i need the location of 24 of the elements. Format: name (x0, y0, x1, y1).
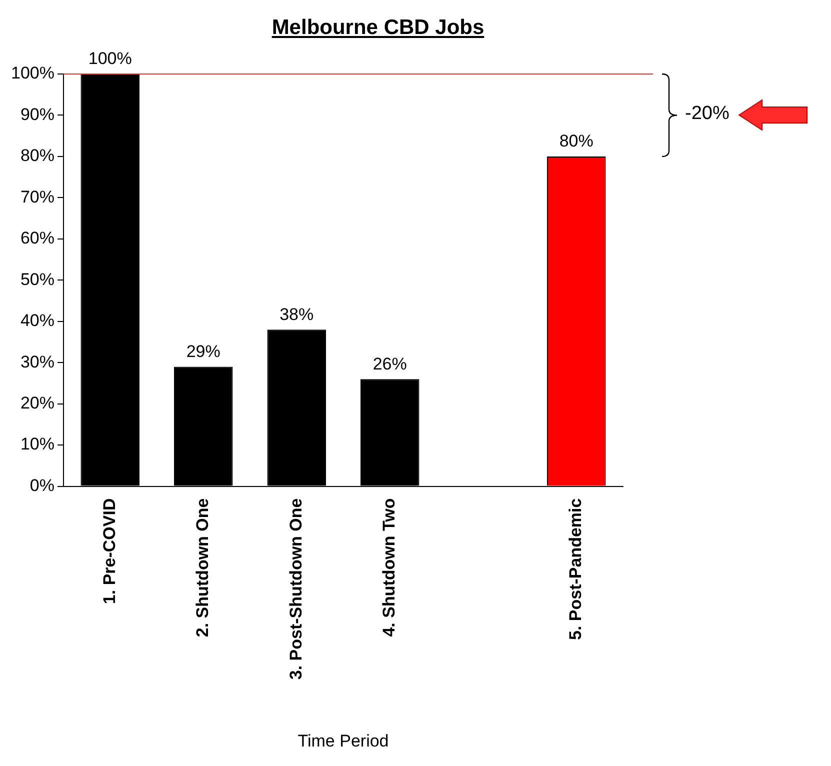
data-label: 26% (372, 354, 407, 374)
y-tick-label: 10% (20, 434, 54, 454)
data-label: 100% (88, 49, 132, 68)
y-tick-label: 0% (30, 476, 54, 495)
y-tick-label: 40% (20, 311, 54, 330)
y-tick-label: 70% (20, 187, 54, 206)
x-tick-label: 4. Shutdown Two (380, 498, 399, 637)
x-tick-label: 1. Pre-COVID (100, 498, 119, 604)
y-tick-label: 50% (20, 270, 54, 289)
data-label: 80% (559, 132, 594, 151)
y-tick-label: 20% (20, 394, 54, 413)
x-tick-label: 5. Post-Pandemic (566, 498, 586, 640)
y-tick-label: 100% (10, 64, 54, 83)
y-tick-label: 80% (20, 146, 54, 166)
y-tick-label: 30% (20, 352, 54, 372)
x-tick-label: 3. Post-Shutdown One (286, 498, 306, 680)
y-tick-label: 90% (20, 104, 54, 124)
data-label: 38% (280, 304, 314, 324)
chart-title: Melbourne CBD Jobs (270, 16, 486, 40)
x-axis-title: Time Period (298, 731, 389, 750)
y-tick-label: 60% (20, 228, 54, 248)
text: -20% (685, 103, 730, 126)
data-label: 29% (186, 342, 220, 361)
x-tick-label: 2. Shutdown One (193, 498, 212, 638)
